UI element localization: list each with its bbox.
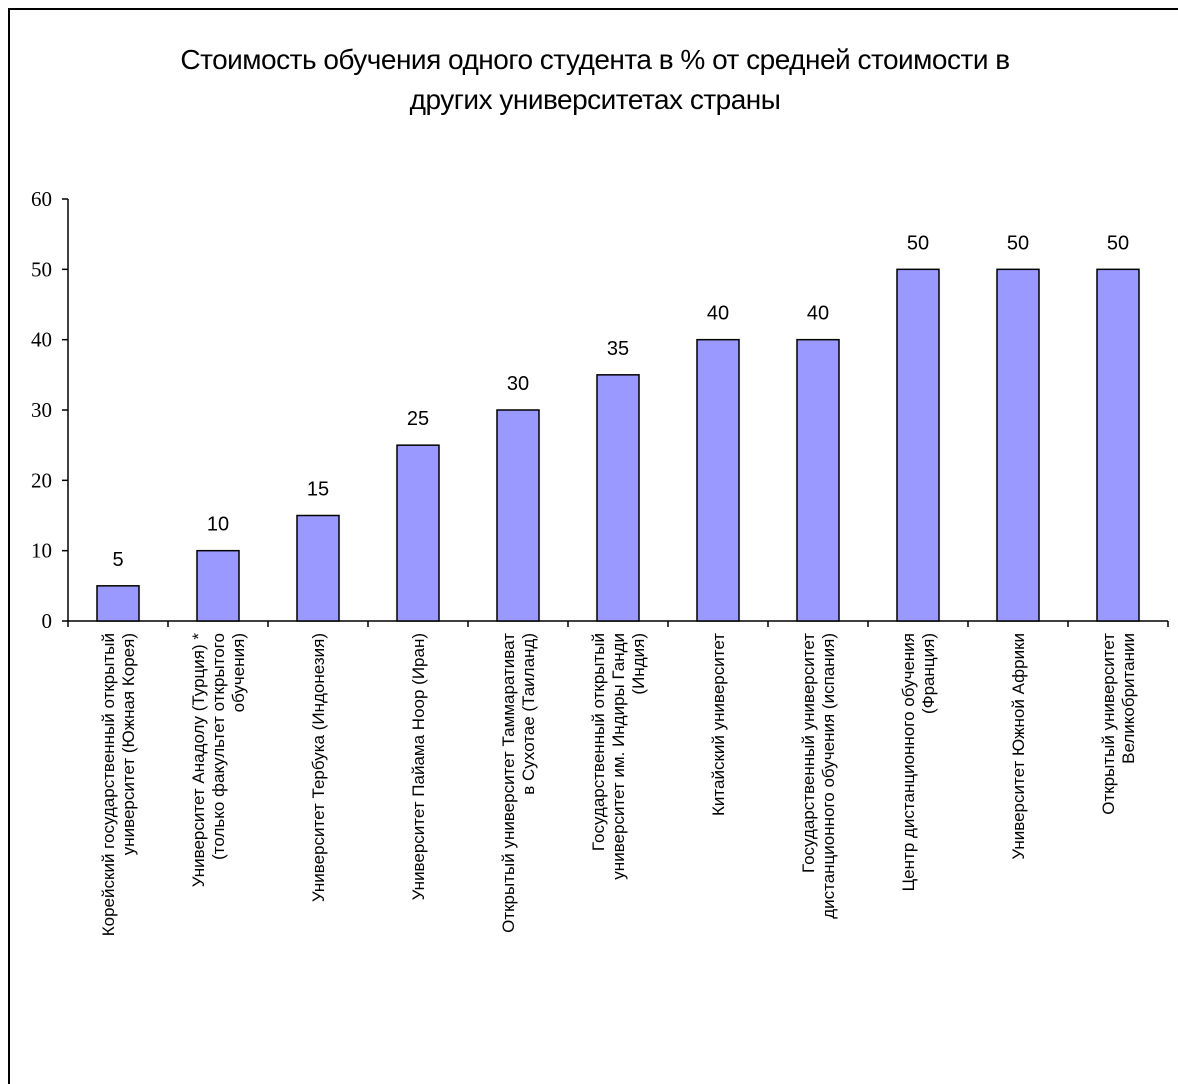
x-category-label: Университет Анадолу (Турция) * (только фа…: [189, 633, 248, 888]
chart-title-line-1: Стоимость обучения одного студента в % о…: [180, 44, 1010, 75]
x-category-label-line: Университет Анадолу (Турция) *: [189, 633, 208, 888]
bar: [696, 338, 740, 622]
x-category-label: Китайский университет: [709, 633, 728, 816]
y-tick-label: 0: [42, 609, 53, 633]
y-tick-label: 40: [31, 328, 52, 352]
data-label: 5: [112, 549, 123, 571]
chart-frame: [8, 8, 1178, 1084]
data-label: 30: [507, 373, 529, 395]
x-category-label: Университет Пайама Ноор (Иран): [409, 633, 428, 900]
y-tick-label: 30: [31, 398, 52, 422]
data-label: 25: [407, 408, 429, 430]
x-category-label-line: университет им. Индиры Ганди: [609, 633, 628, 880]
y-tick-label: 20: [31, 468, 52, 492]
x-category-label-line: в Сухотае (Таиланд): [519, 633, 538, 795]
bar: [1096, 268, 1140, 622]
chart-title: Стоимость обучения одного студента в % о…: [0, 40, 1178, 120]
x-category-label-line: обучения): [229, 633, 248, 712]
bar: [396, 444, 440, 622]
data-label: 35: [607, 338, 629, 360]
data-label: 15: [307, 479, 329, 501]
x-category-label-line: Государственный открытый: [589, 633, 608, 851]
bar: [596, 374, 640, 622]
bar: [796, 338, 840, 622]
x-category-label-line: Центр дистанционного обучения: [899, 633, 918, 891]
bar: [196, 549, 240, 622]
x-category-label: Открытый университет Великобритании: [1099, 633, 1138, 815]
data-label: 50: [1107, 232, 1129, 254]
x-category-label-line: дистанционного обучения (испания): [819, 633, 838, 919]
y-tick-label: 50: [31, 257, 52, 281]
x-category-label-line: Открытый университет: [1099, 633, 1118, 815]
x-category-label: Государственный университет дистанционног…: [799, 633, 838, 919]
bar: [896, 268, 940, 622]
x-category-label-line: (только факультет открытого: [209, 633, 228, 860]
x-category-label-line: Открытый университет Таммаративат: [499, 633, 518, 933]
bar: [496, 409, 540, 622]
x-category-label-line: Университет Тербука (Индонезия): [309, 633, 328, 902]
x-category-label-line: Университет Пайама Ноор (Иран): [409, 633, 428, 900]
data-label: 40: [807, 303, 829, 325]
data-label: 10: [207, 514, 229, 536]
x-category-label-line: Великобритании: [1119, 633, 1138, 764]
bar: [296, 514, 340, 622]
x-category-label: Государственный открытый университет им. …: [589, 633, 648, 880]
x-category-label: Университет Тербука (Индонезия): [309, 633, 328, 902]
x-category-label-line: (Индия): [629, 633, 648, 695]
data-label: 40: [707, 303, 729, 325]
x-category-label-line: (Франция): [919, 633, 938, 714]
x-category-label: Корейский государственный открытый универ…: [99, 633, 138, 936]
bar: [96, 585, 140, 622]
x-category-label: Открытый университет Таммаративат в Сухот…: [499, 633, 538, 933]
data-label: 50: [1007, 232, 1029, 254]
x-category-label-line: Государственный университет: [799, 633, 818, 873]
x-category-label-line: Корейский государственный открытый: [99, 633, 118, 936]
data-label: 50: [907, 232, 929, 254]
x-category-label-line: университет (Южная Корея): [119, 633, 138, 855]
x-category-label: Центр дистанционного обучения (Франция): [899, 633, 938, 891]
x-category-label-line: Университет Южной Африки: [1009, 633, 1028, 860]
chart-title-line-2: других университетах страны: [409, 84, 781, 115]
x-category-label: Университет Южной Африки: [1009, 633, 1028, 860]
y-tick-label: 10: [31, 539, 52, 563]
x-category-label-line: Китайский университет: [709, 633, 728, 816]
bar: [996, 268, 1040, 622]
y-tick-label: 60: [31, 187, 52, 211]
